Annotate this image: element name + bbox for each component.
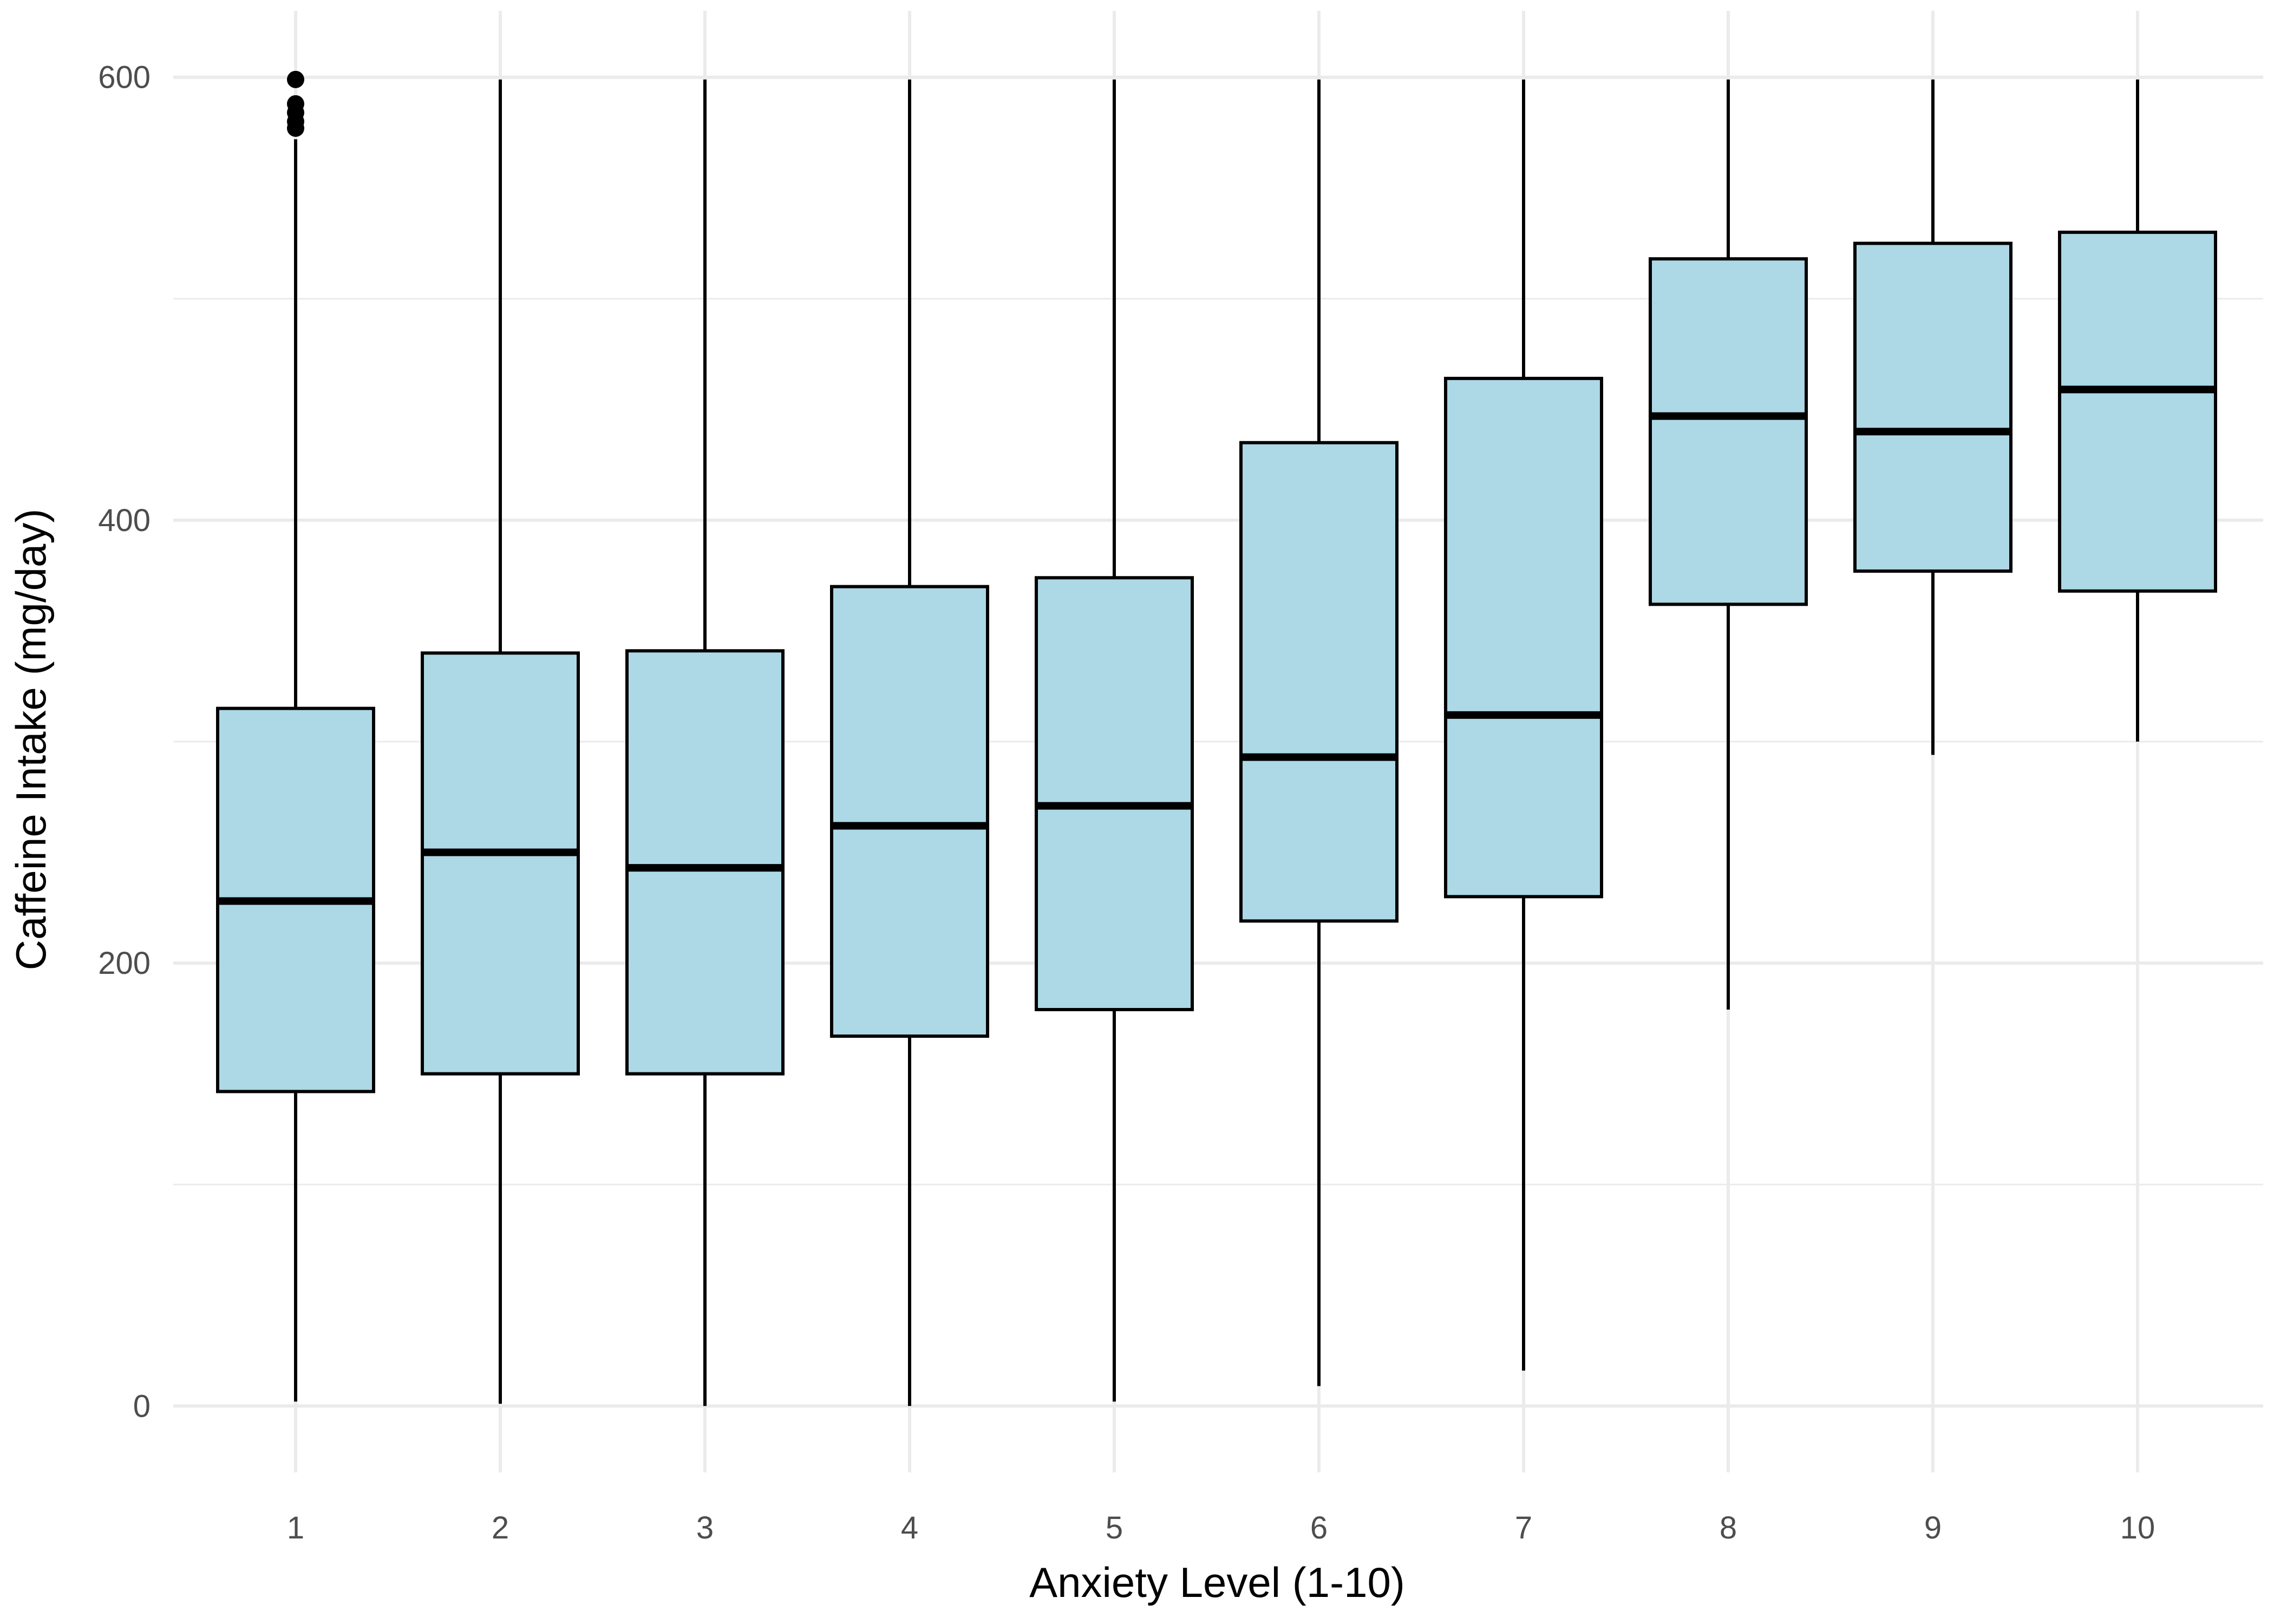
x-tick-label: 8 <box>1720 1510 1737 1546</box>
x-tick-label: 5 <box>1106 1510 1123 1546</box>
box-group <box>1035 79 1194 1402</box>
box-group <box>1239 79 1399 1386</box>
box-series <box>216 70 2217 1406</box>
box-group <box>1444 79 1603 1371</box>
y-tick-label: 600 <box>98 60 151 95</box>
box-iqr <box>1239 441 1399 923</box>
box-group <box>2058 79 2217 742</box>
box-iqr <box>625 649 785 1076</box>
box-group <box>216 70 375 1402</box>
box-iqr <box>1853 241 2012 573</box>
y-tick-label: 200 <box>98 946 151 981</box>
x-axis-ticks: 1 2 3 4 5 6 7 8 9 10 <box>287 1510 2155 1546</box>
x-tick-label: 6 <box>1310 1510 1328 1546</box>
box-iqr <box>2058 231 2217 593</box>
y-axis-ticks: 0 200 400 600 <box>98 60 151 1424</box>
box-group <box>421 79 580 1404</box>
y-tick-label: 0 <box>133 1389 151 1424</box>
box-iqr <box>421 651 580 1076</box>
y-tick-label: 400 <box>98 503 151 538</box>
box-group <box>1853 79 2012 755</box>
x-tick-label: 3 <box>696 1510 714 1546</box>
box-group <box>830 79 989 1406</box>
x-tick-label: 4 <box>901 1510 918 1546</box>
box-group <box>1649 79 1808 1010</box>
x-tick-label: 9 <box>1924 1510 1942 1546</box>
y-axis-title: Caffeine Intake (mg/day) <box>7 509 55 971</box>
x-axis-title: Anxiety Level (1-10) <box>1029 1558 1405 1606</box>
box-iqr <box>1444 377 1603 899</box>
box-group <box>625 79 785 1406</box>
x-tick-label: 2 <box>492 1510 509 1546</box>
outlier-point <box>287 70 304 88</box>
box-iqr <box>1035 576 1194 1011</box>
x-tick-label: 7 <box>1515 1510 1532 1546</box>
box-iqr <box>830 585 989 1038</box>
x-tick-label: 10 <box>2120 1510 2155 1546</box>
x-tick-label: 1 <box>287 1510 304 1546</box>
box-iqr <box>1649 257 1808 606</box>
outlier-point <box>287 95 304 113</box>
